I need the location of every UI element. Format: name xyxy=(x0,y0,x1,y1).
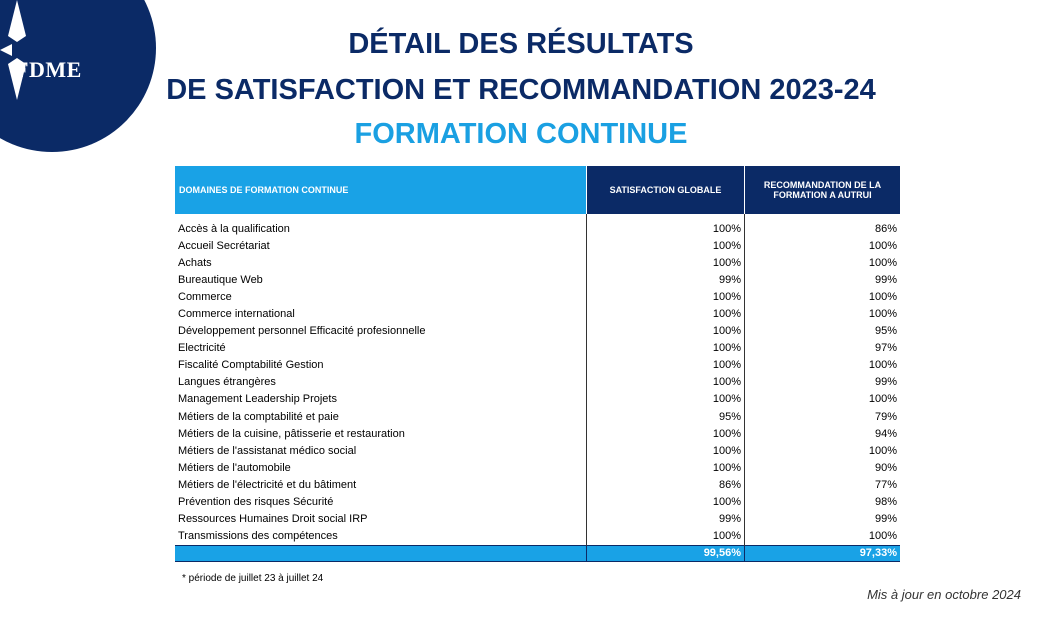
fdme-logo: FDME xyxy=(0,0,156,152)
table-row: Electricité 100% 97% xyxy=(175,339,900,357)
recommendation-cell: 100% xyxy=(744,288,900,306)
satisfaction-cell: 86% xyxy=(586,476,745,494)
column-header-satisfaction: SATISFACTION GLOBALE xyxy=(586,166,745,214)
table-row: Ressources Humaines Droit social IRP 99% 9… xyxy=(175,510,900,528)
table-row: Fiscalité Comptabilité Gestion 100% 100% xyxy=(175,356,900,374)
page-subtitle: FORMATION CONTINUE xyxy=(354,118,688,150)
domain-cell: Prévention des risques Sécurité xyxy=(178,496,334,509)
satisfaction-cell: 100% xyxy=(586,425,745,443)
recommendation-cell: 98% xyxy=(744,493,900,511)
satisfaction-cell: 100% xyxy=(586,527,745,546)
total-row: 99,56% 97,33% xyxy=(175,544,900,562)
recommendation-cell: 100% xyxy=(744,527,900,546)
recommendation-cell: 97% xyxy=(744,339,900,357)
total-satisfaction-cell: 99,56% xyxy=(586,544,745,562)
footnote: * période de juillet 23 à juillet 24 xyxy=(182,573,324,584)
satisfaction-cell: 100% xyxy=(586,322,745,340)
satisfaction-cell: 99% xyxy=(586,510,745,528)
last-updated: Mis à jour en octobre 2024 xyxy=(867,587,1021,602)
total-recommendation-cell: 97,33% xyxy=(744,544,900,562)
domain-cell: Bureautique Web xyxy=(178,273,263,286)
recommendation-cell: 100% xyxy=(744,237,900,255)
domain-cell: Commerce xyxy=(178,290,232,303)
table-row: Développement personnel Efficacité profe… xyxy=(175,322,900,340)
table-row: Métiers de l'assistanat médico social 100… xyxy=(175,442,900,460)
page-title-line1: DÉTAIL DES RÉSULTATS xyxy=(348,28,694,60)
recommendation-cell: 100% xyxy=(744,442,900,460)
satisfaction-cell: 100% xyxy=(586,373,745,391)
table-row: Commerce 100% 100% xyxy=(175,288,900,306)
compass-star-icon xyxy=(0,0,26,100)
domain-cell: Fiscalité Comptabilité Gestion xyxy=(178,359,324,372)
table-row: Métiers de l'électricité et du bâtiment 8… xyxy=(175,476,900,494)
recommendation-cell: 100% xyxy=(744,356,900,374)
table-row: Accueil Secrétariat 100% 100% xyxy=(175,237,900,255)
domain-cell: Commerce international xyxy=(178,308,295,321)
domain-cell: Langues étrangères xyxy=(178,376,276,389)
table-row: Commerce international 100% 100% xyxy=(175,305,900,323)
domain-cell: Métiers de l'assistanat médico social xyxy=(178,444,357,457)
recommendation-cell: 100% xyxy=(744,305,900,323)
satisfaction-cell: 100% xyxy=(586,356,745,374)
domain-cell: Transmissions des compétences xyxy=(178,530,338,543)
domain-cell: Accueil Secrétariat xyxy=(178,239,270,252)
satisfaction-cell: 100% xyxy=(586,254,745,272)
table-header-row: DOMAINES DE FORMATION CONTINUE SATISFACT… xyxy=(175,166,900,214)
satisfaction-cell: 100% xyxy=(586,390,745,409)
satisfaction-cell: 100% xyxy=(586,339,745,357)
logo-text: FDME xyxy=(15,57,82,82)
column-header-recommendation: RECOMMANDATION DE LA FORMATION A AUTRUI xyxy=(744,166,900,214)
recommendation-cell: 95% xyxy=(744,322,900,340)
table-row: Langues étrangères 100% 99% xyxy=(175,373,900,391)
header-spacer xyxy=(175,214,900,220)
domain-cell: Métiers de l'électricité et du bâtiment xyxy=(178,478,357,491)
satisfaction-cell: 100% xyxy=(586,220,745,238)
recommendation-cell: 99% xyxy=(744,373,900,391)
total-label-cell xyxy=(175,544,587,562)
recommendation-cell: 99% xyxy=(744,510,900,528)
domain-cell: Accès à la qualification xyxy=(178,222,290,235)
domain-cell: Management Leadership Projets xyxy=(178,393,337,406)
recommendation-cell: 77% xyxy=(744,476,900,494)
domain-cell: Ressources Humaines Droit social IRP xyxy=(178,513,368,526)
satisfaction-cell: 100% xyxy=(586,442,745,460)
domain-cell: Métiers de la comptabilité et paie xyxy=(178,410,339,423)
results-table: DOMAINES DE FORMATION CONTINUE SATISFACT… xyxy=(175,166,900,562)
table-row: Métiers de la comptabilité et paie 95% 79% xyxy=(175,408,900,426)
recommendation-cell: 94% xyxy=(744,425,900,443)
satisfaction-cell: 100% xyxy=(586,288,745,306)
satisfaction-cell: 99% xyxy=(586,271,745,289)
table-row: Accès à la qualification 100% 86% xyxy=(175,220,900,238)
recommendation-cell: 79% xyxy=(744,408,900,426)
recommendation-cell: 86% xyxy=(744,220,900,238)
satisfaction-cell: 100% xyxy=(586,459,745,477)
satisfaction-cell: 100% xyxy=(586,305,745,323)
domain-cell: Métiers de la cuisine, pâtisserie et res… xyxy=(178,427,405,440)
domain-cell: Développement personnel Efficacité profe… xyxy=(178,325,426,338)
recommendation-cell: 90% xyxy=(744,459,900,477)
recommendation-cell: 100% xyxy=(744,254,900,272)
table-row: Transmissions des compétences 100% 100% xyxy=(175,527,900,546)
recommendation-cell: 99% xyxy=(744,271,900,289)
column-header-domain: DOMAINES DE FORMATION CONTINUE xyxy=(175,166,587,214)
page-title-line2: DE SATISFACTION ET RECOMMANDATION 2023-2… xyxy=(166,74,876,106)
recommendation-cell: 100% xyxy=(744,390,900,409)
table-row: Management Leadership Projets 100% 100% xyxy=(175,390,900,409)
table-row: Prévention des risques Sécurité 100% 98% xyxy=(175,493,900,511)
satisfaction-cell: 100% xyxy=(586,237,745,255)
domain-cell: Achats xyxy=(178,256,212,269)
domain-cell: Métiers de l'automobile xyxy=(178,461,291,474)
domain-cell: Electricité xyxy=(178,342,226,355)
table-row: Métiers de la cuisine, pâtisserie et res… xyxy=(175,425,900,443)
satisfaction-cell: 95% xyxy=(586,408,745,426)
table-row: Bureautique Web 99% 99% xyxy=(175,271,900,289)
table-row: Métiers de l'automobile 100% 90% xyxy=(175,459,900,477)
table-row: Achats 100% 100% xyxy=(175,254,900,272)
satisfaction-cell: 100% xyxy=(586,493,745,511)
